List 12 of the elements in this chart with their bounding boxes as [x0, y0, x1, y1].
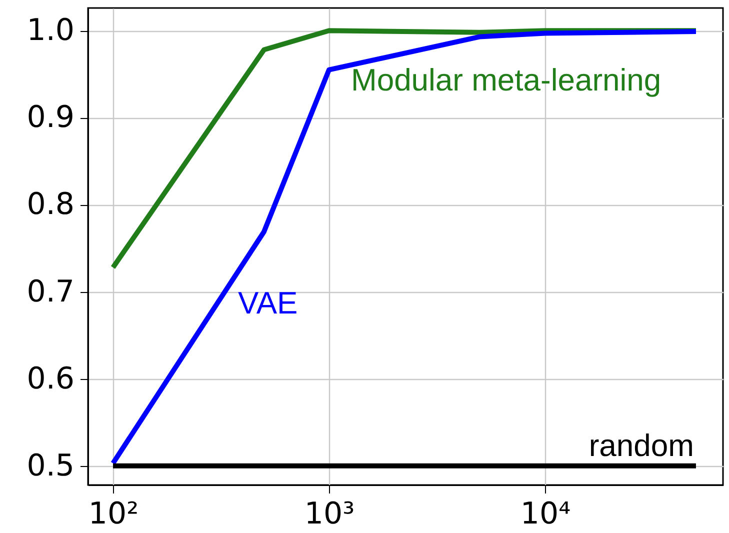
series-label: Modular meta-learning — [351, 62, 662, 98]
y-tick-label: 0.9 — [26, 100, 74, 136]
y-tick-label: 0.6 — [26, 361, 74, 396]
series-label: random — [588, 428, 694, 463]
x-tick-label: 10⁴ — [520, 496, 571, 532]
y-tick-label: 0.8 — [26, 187, 74, 222]
y-tick-label: 1.0 — [26, 13, 74, 48]
x-tick-label: 10³ — [304, 496, 355, 532]
y-tick-label: 0.7 — [26, 274, 74, 310]
x-tick-label: 10² — [88, 496, 139, 532]
series-label: VAE — [238, 286, 298, 321]
y-tick-label: 0.5 — [26, 448, 74, 484]
